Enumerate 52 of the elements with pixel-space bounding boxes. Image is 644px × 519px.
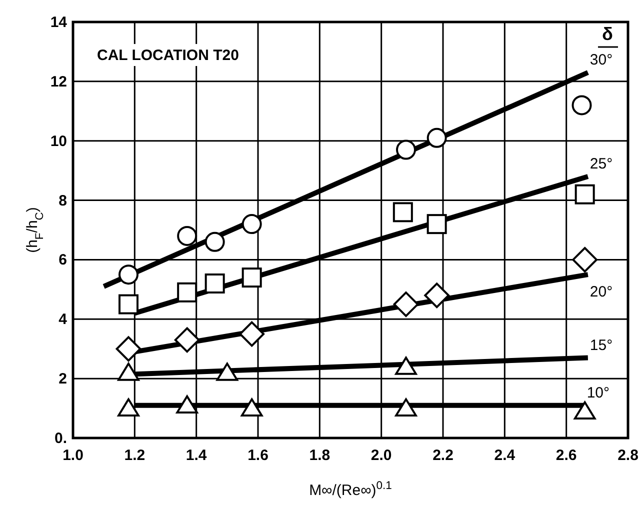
y-tick-label: 14 xyxy=(50,14,68,31)
x-tick-label: 2.6 xyxy=(556,447,577,464)
point xyxy=(572,247,598,272)
point xyxy=(240,398,263,416)
point xyxy=(574,184,595,204)
series-label: 20° xyxy=(590,284,613,301)
x-tick-label: 2.4 xyxy=(494,447,516,464)
x-tick-label: 2.0 xyxy=(370,447,392,464)
x-tick-label: 2.2 xyxy=(432,447,454,464)
y-tick-label: 8 xyxy=(58,192,67,210)
point xyxy=(118,398,140,416)
point xyxy=(392,202,413,222)
point xyxy=(174,327,200,353)
legend-label: 30° xyxy=(590,52,613,69)
series-label: 25° xyxy=(590,156,613,173)
point xyxy=(216,362,238,381)
point xyxy=(118,264,138,285)
point xyxy=(204,232,225,252)
y-tick-label: 12 xyxy=(50,73,67,90)
point xyxy=(118,362,140,381)
x-tick-label: 1.4 xyxy=(186,447,208,464)
x-tick-label: 1.0 xyxy=(62,447,84,464)
y-tick-label: 4 xyxy=(58,311,68,328)
point xyxy=(424,282,450,308)
y-tick-label: 2 xyxy=(58,370,67,388)
series-label: 15° xyxy=(590,336,613,354)
point xyxy=(426,128,447,148)
point xyxy=(395,356,417,375)
point xyxy=(239,321,265,347)
point xyxy=(118,294,138,314)
annotation: CAL LOCATION T20 xyxy=(97,47,239,64)
point xyxy=(116,336,142,362)
x-tick-label: 1.6 xyxy=(248,447,268,464)
y-tick-label: 0. xyxy=(54,430,67,447)
x-axis-title: M∞/(Re∞)$^{0.1}$ xyxy=(309,480,392,499)
point xyxy=(426,214,447,234)
point xyxy=(242,268,262,288)
x-tick-label: 1.8 xyxy=(309,447,330,464)
legend-title: δ xyxy=(602,24,613,44)
point xyxy=(574,401,596,420)
point xyxy=(177,282,198,302)
y-tick-label: 6 xyxy=(58,252,67,269)
y-tick-label: 10 xyxy=(50,132,67,150)
point xyxy=(395,398,417,416)
point xyxy=(204,273,225,294)
x-tick-label: 1.2 xyxy=(124,447,146,464)
point xyxy=(242,214,262,234)
x-tick-label: 2.8 xyxy=(618,447,638,464)
point xyxy=(176,395,198,414)
series-label: 10° xyxy=(586,384,610,402)
point xyxy=(393,292,419,317)
point xyxy=(396,140,416,160)
